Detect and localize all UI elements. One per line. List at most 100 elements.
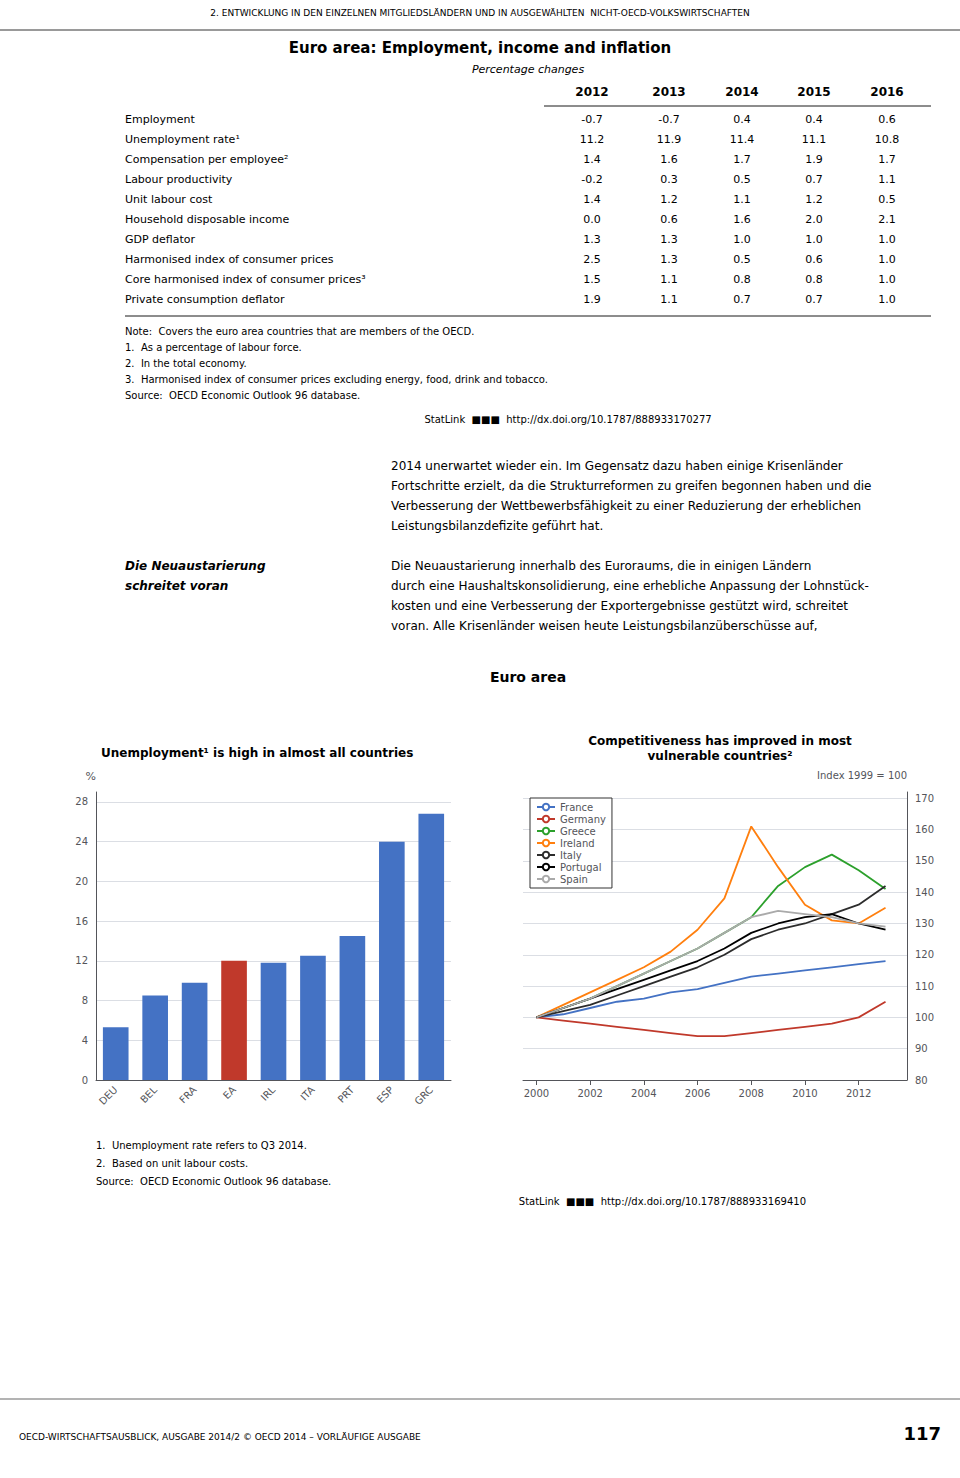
svg-text:Source: OECD Economic Outlook: Source: OECD Economic Outlook 96 databas… (96, 1176, 331, 1187)
svg-text:Private consumption deflator: Private consumption deflator (125, 293, 285, 306)
svg-text:Unemployment rate¹: Unemployment rate¹ (125, 133, 240, 146)
svg-text:130: 130 (915, 918, 934, 929)
svg-text:2008: 2008 (739, 1088, 764, 1099)
svg-text:11.2: 11.2 (580, 133, 605, 146)
svg-text:1.0: 1.0 (878, 253, 896, 266)
svg-text:1.0: 1.0 (805, 233, 823, 246)
svg-text:Competitiveness has improved i: Competitiveness has improved in most (588, 734, 852, 748)
svg-text:1.9: 1.9 (583, 293, 601, 306)
svg-text:DEU: DEU (97, 1084, 120, 1107)
svg-text:Labour productivity: Labour productivity (125, 173, 233, 186)
svg-text:1.3: 1.3 (660, 233, 678, 246)
svg-text:90: 90 (915, 1043, 928, 1054)
svg-text:28: 28 (75, 796, 88, 807)
svg-text:2013: 2013 (652, 85, 685, 99)
svg-text:16: 16 (75, 916, 88, 927)
svg-text:2002: 2002 (577, 1088, 602, 1099)
svg-text:Portugal: Portugal (560, 862, 601, 873)
svg-text:Source: OECD Economic Outlook: Source: OECD Economic Outlook 96 databas… (125, 390, 360, 401)
svg-text:1.4: 1.4 (583, 153, 601, 166)
svg-text:170: 170 (915, 793, 934, 804)
svg-text:0.6: 0.6 (878, 113, 896, 126)
svg-text:Percentage changes: Percentage changes (472, 63, 584, 76)
svg-text:StatLink ■■■ http://dx.doi.o: StatLink ■■■ http://dx.doi.org/10.1787/8… (424, 414, 711, 425)
svg-text:-0.7: -0.7 (658, 113, 679, 126)
svg-text:1.1: 1.1 (733, 193, 751, 206)
svg-text:2012: 2012 (846, 1088, 871, 1099)
svg-text:0.7: 0.7 (805, 293, 823, 306)
svg-text:Ireland: Ireland (560, 838, 595, 849)
svg-text:1.0: 1.0 (878, 273, 896, 286)
svg-text:150: 150 (915, 855, 934, 866)
svg-text:Harmonised index of consumer p: Harmonised index of consumer prices (125, 253, 334, 266)
svg-text:Euro area: Employment, income: Euro area: Employment, income and inflat… (289, 39, 671, 57)
svg-text:20: 20 (75, 876, 88, 887)
svg-text:durch eine Haushaltskonsolidie: durch eine Haushaltskonsolidierung, eine… (391, 579, 869, 593)
svg-text:StatLink ■■■ http://dx.doi.o: StatLink ■■■ http://dx.doi.org/10.1787/8… (519, 1196, 806, 1207)
svg-text:110: 110 (915, 981, 934, 992)
svg-text:Household disposable income: Household disposable income (125, 213, 289, 226)
svg-text:0.8: 0.8 (733, 273, 751, 286)
svg-text:Unit labour cost: Unit labour cost (125, 193, 213, 206)
svg-text:IRL: IRL (259, 1084, 278, 1103)
svg-text:2.5: 2.5 (583, 253, 601, 266)
svg-text:1.0: 1.0 (878, 233, 896, 246)
svg-text:2. ENTWICKLUNG IN DEN EINZELNE: 2. ENTWICKLUNG IN DEN EINZELNEN MITGLIED… (210, 8, 749, 18)
svg-text:2015: 2015 (797, 85, 830, 99)
svg-text:-0.7: -0.7 (581, 113, 602, 126)
svg-text:11.1: 11.1 (802, 133, 827, 146)
svg-text:0.5: 0.5 (878, 193, 896, 206)
svg-text:1.5: 1.5 (583, 273, 601, 286)
svg-text:1.2: 1.2 (805, 193, 823, 206)
svg-text:2.0: 2.0 (805, 213, 823, 226)
svg-text:0.4: 0.4 (733, 113, 751, 126)
svg-text:0: 0 (82, 1075, 88, 1086)
svg-text:10.8: 10.8 (875, 133, 900, 146)
svg-text:4: 4 (82, 1035, 88, 1046)
svg-text:GRC: GRC (412, 1084, 435, 1107)
svg-text:8: 8 (82, 995, 88, 1006)
svg-text:24: 24 (75, 836, 88, 847)
svg-text:0.6: 0.6 (805, 253, 823, 266)
svg-text:80: 80 (915, 1075, 928, 1086)
svg-text:FRA: FRA (177, 1084, 198, 1105)
svg-text:ESP: ESP (375, 1084, 396, 1105)
svg-text:Spain: Spain (560, 874, 588, 885)
svg-text:0.7: 0.7 (733, 293, 751, 306)
svg-text:vulnerable countries²: vulnerable countries² (648, 749, 793, 763)
svg-text:voran. Alle Krisenländer weise: voran. Alle Krisenländer weisen heute Le… (391, 619, 818, 633)
svg-text:0.8: 0.8 (805, 273, 823, 286)
svg-text:11.9: 11.9 (657, 133, 682, 146)
svg-text:PRT: PRT (336, 1083, 357, 1104)
svg-text:1.4: 1.4 (583, 193, 601, 206)
svg-text:kosten und eine Verbesserung d: kosten und eine Verbesserung der Exporte… (391, 599, 848, 613)
svg-text:160: 160 (915, 824, 934, 835)
svg-text:1.7: 1.7 (733, 153, 751, 166)
svg-text:120: 120 (915, 949, 934, 960)
svg-text:1. As a percentage of labour: 1. As a percentage of labour force. (125, 342, 302, 353)
svg-text:0.5: 0.5 (733, 173, 751, 186)
svg-text:Verbesserung der Wettbewerbsfä: Verbesserung der Wettbewerbsfähigkeit zu… (391, 499, 861, 513)
svg-text:11.4: 11.4 (730, 133, 755, 146)
svg-text:2016: 2016 (870, 85, 903, 99)
svg-text:Unemployment¹ is high in almos: Unemployment¹ is high in almost all coun… (101, 746, 413, 760)
svg-text:BEL: BEL (138, 1084, 159, 1105)
svg-text:0.3: 0.3 (660, 173, 678, 186)
svg-text:12: 12 (75, 955, 88, 966)
svg-text:2. Based on unit labour costs: 2. Based on unit labour costs. (96, 1158, 248, 1169)
svg-text:2004: 2004 (631, 1088, 656, 1099)
svg-text:1.1: 1.1 (660, 273, 678, 286)
svg-text:schreitet voran: schreitet voran (125, 579, 228, 593)
svg-text:140: 140 (915, 887, 934, 898)
svg-text:1.7: 1.7 (878, 153, 896, 166)
svg-text:Compensation per employee²: Compensation per employee² (125, 153, 288, 166)
svg-text:1.2: 1.2 (660, 193, 678, 206)
svg-text:-0.2: -0.2 (581, 173, 602, 186)
svg-text:Index 1999 = 100: Index 1999 = 100 (817, 770, 907, 781)
svg-text:Employment: Employment (125, 113, 195, 126)
svg-text:100: 100 (915, 1012, 934, 1023)
svg-text:2014 unerwartet wieder ein. Im: 2014 unerwartet wieder ein. Im Gegensatz… (391, 459, 843, 473)
svg-text:%: % (86, 770, 96, 783)
svg-text:0.7: 0.7 (805, 173, 823, 186)
svg-text:1.1: 1.1 (660, 293, 678, 306)
